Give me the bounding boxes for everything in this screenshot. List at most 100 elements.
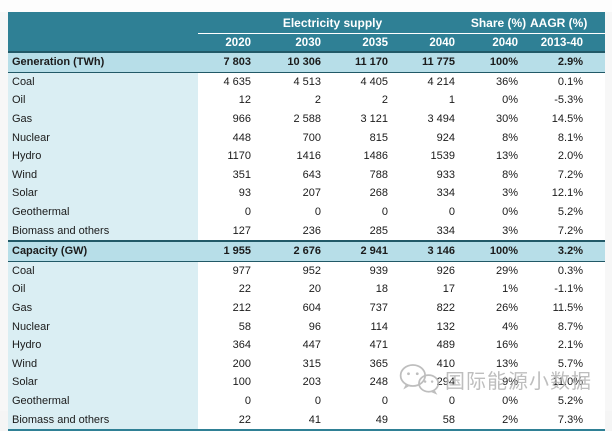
value-cell: 8% xyxy=(467,165,530,185)
table-row: Biomass and others 22 41 49 58 2% 7.3% xyxy=(8,410,605,431)
value-cell: 0 xyxy=(400,202,467,222)
table-row: Biomass and others 127 236 285 334 3% 7.2% xyxy=(8,221,605,241)
value-cell: 20 xyxy=(263,280,333,299)
value-cell: 5.2% xyxy=(530,202,605,222)
value-cell: 7.2% xyxy=(530,221,605,241)
value-cell: 2.1% xyxy=(530,335,605,355)
value-cell: 11.5% xyxy=(530,298,605,318)
value-cell: 12 xyxy=(198,91,263,110)
value-cell: 2.0% xyxy=(530,146,605,166)
table-row: Gas 966 2 588 3 121 3 494 30% 14.5% xyxy=(8,109,605,129)
table-row: Hydro 1170 1416 1486 1539 13% 2.0% xyxy=(8,146,605,166)
header-year-2035: 2035 xyxy=(333,33,400,52)
value-cell: 12.1% xyxy=(530,184,605,203)
row-label: Generation (TWh) xyxy=(8,50,198,73)
value-cell: 5.7% xyxy=(530,354,605,374)
value-cell: 924 xyxy=(400,128,467,147)
value-cell: 96 xyxy=(263,317,333,336)
value-cell: 22 xyxy=(198,280,263,299)
value-cell: 1416 xyxy=(263,146,333,166)
value-cell: 334 xyxy=(400,184,467,203)
value-cell: 1% xyxy=(467,280,530,299)
value-cell: 365 xyxy=(333,354,400,374)
header-year-2020: 2020 xyxy=(198,33,263,52)
value-cell: 36% xyxy=(467,72,530,92)
value-cell: 966 xyxy=(198,109,263,129)
value-cell: 7.2% xyxy=(530,165,605,185)
value-cell: -5.3% xyxy=(530,91,605,110)
value-cell: 471 xyxy=(333,335,400,355)
value-cell: 58 xyxy=(198,317,263,336)
value-cell: 8.1% xyxy=(530,128,605,147)
value-cell: 952 xyxy=(263,261,333,281)
table-row: Oil 12 2 2 1 0% -5.3% xyxy=(8,91,605,110)
value-cell: 8% xyxy=(467,128,530,147)
value-cell: 489 xyxy=(400,335,467,355)
value-cell: 248 xyxy=(333,373,400,392)
table-body: Generation (TWh) 7 803 10 306 11 170 11 775 1… xyxy=(8,50,605,431)
value-cell: 30% xyxy=(467,109,530,129)
table-header: Electricity supply Share (%) AAGR (%) 20… xyxy=(8,12,605,53)
value-cell: 737 xyxy=(333,298,400,318)
row-label: Hydro xyxy=(8,335,198,355)
value-cell: 200 xyxy=(198,354,263,374)
value-cell: 49 xyxy=(333,410,400,431)
value-cell: 7.3% xyxy=(530,410,605,431)
value-cell: 11 170 xyxy=(333,50,400,73)
table-row: Hydro 364 447 471 489 16% 2.1% xyxy=(8,335,605,355)
value-cell: 17 xyxy=(400,280,467,299)
row-label: Gas xyxy=(8,298,198,318)
row-label: Geothermal xyxy=(8,391,198,411)
row-label: Capacity (GW) xyxy=(8,239,198,262)
value-cell: 3 146 xyxy=(400,239,467,262)
header-group-share: Share (%) xyxy=(467,12,530,34)
row-label: Wind xyxy=(8,165,198,185)
header-corner-2 xyxy=(8,33,198,52)
row-label: Biomass and others xyxy=(8,410,198,431)
value-cell: 11.0% xyxy=(530,373,605,392)
value-cell: 236 xyxy=(263,221,333,241)
value-cell: 448 xyxy=(198,128,263,147)
value-cell: 3% xyxy=(467,221,530,241)
table-row: Solar 100 203 248 294 9% 11.0% xyxy=(8,373,605,392)
value-cell: 0 xyxy=(333,202,400,222)
row-label: Coal xyxy=(8,72,198,92)
value-cell: 604 xyxy=(263,298,333,318)
value-cell: 939 xyxy=(333,261,400,281)
table-row: Wind 351 643 788 933 8% 7.2% xyxy=(8,165,605,185)
row-label: Hydro xyxy=(8,146,198,166)
table-row: Nuclear 58 96 114 132 4% 8.7% xyxy=(8,317,605,336)
header-year-row: 2020 2030 2035 2040 2040 2013-40 xyxy=(8,33,605,53)
row-label: Geothermal xyxy=(8,202,198,222)
value-cell: 5.2% xyxy=(530,391,605,411)
header-year-2030: 2030 xyxy=(263,33,333,52)
value-cell: 14.5% xyxy=(530,109,605,129)
value-cell: 207 xyxy=(263,184,333,203)
row-label: Solar xyxy=(8,373,198,392)
table-row: Geothermal 0 0 0 0 0% 5.2% xyxy=(8,391,605,411)
header-year-2040: 2040 xyxy=(400,33,467,52)
electricity-supply-table: Electricity supply Share (%) AAGR (%) 20… xyxy=(8,12,605,431)
header-group-row: Electricity supply Share (%) AAGR (%) xyxy=(8,12,605,34)
value-cell: 9% xyxy=(467,373,530,392)
value-cell: 315 xyxy=(263,354,333,374)
value-cell: 13% xyxy=(467,146,530,166)
value-cell: 26% xyxy=(467,298,530,318)
value-cell: 0 xyxy=(198,202,263,222)
value-cell: 100% xyxy=(467,239,530,262)
value-cell: 4 405 xyxy=(333,72,400,92)
value-cell: 1539 xyxy=(400,146,467,166)
row-label: Solar xyxy=(8,184,198,203)
row-label: Coal xyxy=(8,261,198,281)
table-row: Geothermal 0 0 0 0 0% 5.2% xyxy=(8,202,605,222)
value-cell: 643 xyxy=(263,165,333,185)
table-row: Wind 200 315 365 410 13% 5.7% xyxy=(8,354,605,374)
value-cell: 29% xyxy=(467,261,530,281)
table-row: Coal 4 635 4 513 4 405 4 214 36% 0.1% xyxy=(8,72,605,92)
value-cell: 933 xyxy=(400,165,467,185)
row-label: Biomass and others xyxy=(8,221,198,241)
value-cell: 100% xyxy=(467,50,530,73)
value-cell: 2% xyxy=(467,410,530,431)
row-label: Nuclear xyxy=(8,128,198,147)
value-cell: 2 941 xyxy=(333,239,400,262)
